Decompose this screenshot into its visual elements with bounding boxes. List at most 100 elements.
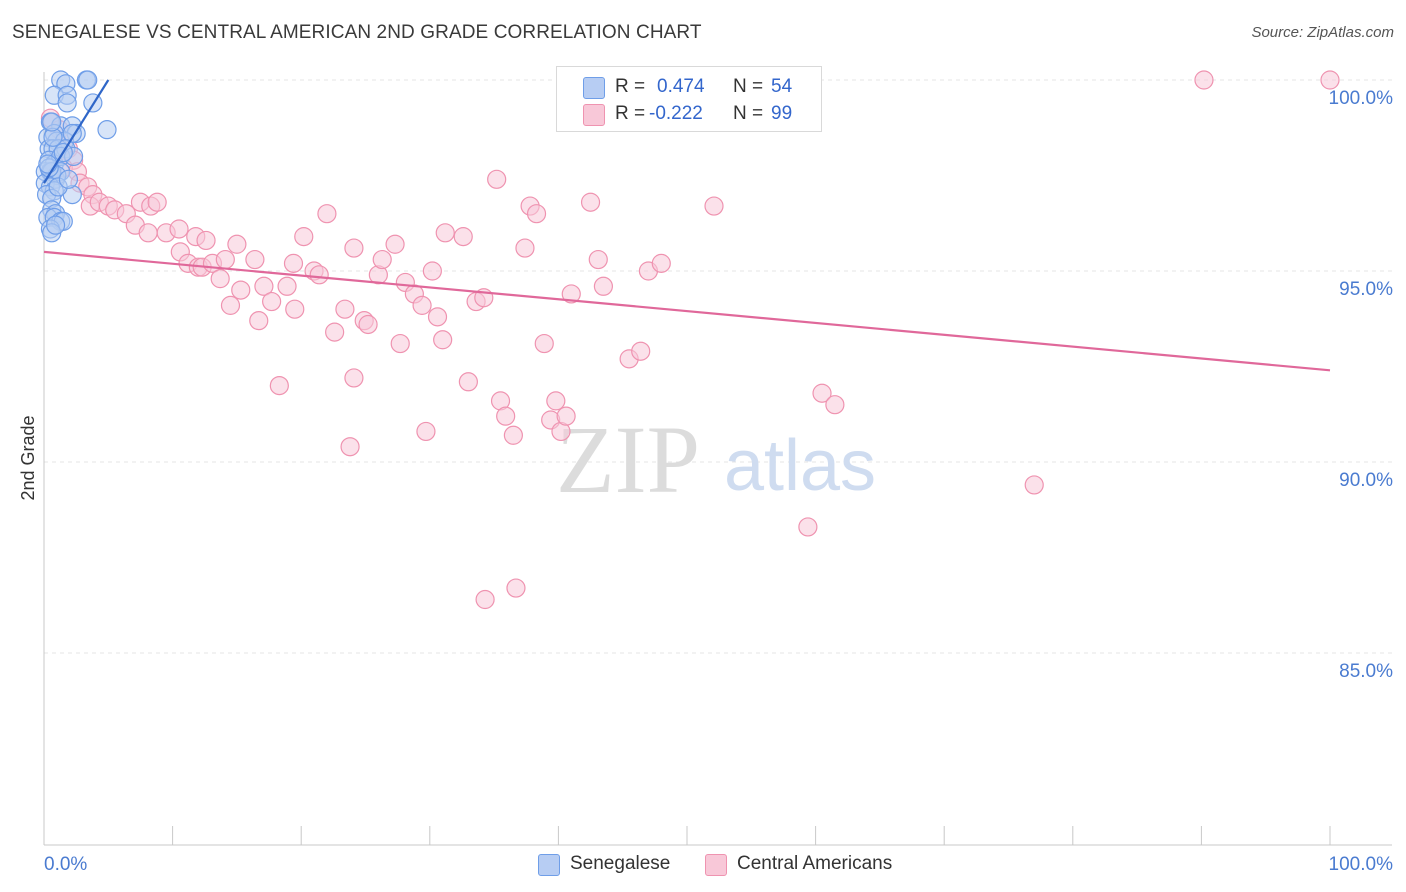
- bottom-legend-label: Senegalese: [570, 853, 671, 874]
- central-americans-point: [335, 299, 355, 319]
- central-americans-point: [262, 291, 282, 312]
- legend-swatch-pink: [583, 104, 605, 126]
- central-americans-point: [593, 276, 614, 296]
- legend-r-value: 0.474: [657, 76, 705, 97]
- central-americans-point: [631, 341, 651, 361]
- central-americans-point: [390, 333, 410, 354]
- senegalese-point: [97, 120, 117, 140]
- y-tick-label: 85.0%: [1339, 661, 1393, 682]
- legend-n-value: 99: [771, 103, 793, 124]
- central-americans-point: [340, 437, 360, 457]
- central-americans-point: [254, 276, 274, 296]
- axes: [43, 72, 1392, 846]
- central-americans-point: [515, 238, 535, 258]
- stats-legend: R = 0.474 N = 54 R = -0.222 N = 99: [556, 66, 822, 132]
- central-americans-point: [317, 204, 337, 224]
- bottom-legend-label: Central Americans: [737, 853, 893, 874]
- central-americans-point: [220, 295, 241, 315]
- bottom-legend-swatch-blue: [538, 854, 560, 876]
- central-americans-point: [561, 284, 581, 304]
- central-americans-point: [138, 223, 158, 243]
- central-americans-point: [798, 517, 818, 537]
- senegalese-point: [57, 93, 77, 113]
- central-americans-point: [283, 253, 304, 273]
- y-tick-label: 100.0%: [1329, 88, 1394, 109]
- central-americans-point: [825, 395, 845, 415]
- central-americans-point: [227, 234, 247, 254]
- central-americans-point: [294, 227, 314, 247]
- senegalese-point: [78, 70, 98, 90]
- legend-n-label: N =: [733, 76, 764, 97]
- central-americans-point: [412, 295, 432, 315]
- central-americans-point: [458, 372, 478, 392]
- central-americans-point: [556, 406, 576, 426]
- central-americans-point: [372, 249, 392, 270]
- senegalese-points: [35, 70, 117, 243]
- watermark-zip: ZIP: [556, 406, 700, 513]
- senegalese-point: [42, 112, 62, 132]
- y-tick-label: 90.0%: [1339, 470, 1393, 491]
- x-tick-label-max: 100.0%: [1329, 854, 1394, 875]
- central-americans-point: [231, 280, 251, 300]
- central-americans-point: [210, 269, 230, 289]
- senegalese-point: [45, 215, 66, 235]
- grid-lines: [44, 79, 1392, 654]
- legend-row-senegalese: R = 0.474 N = 54: [557, 72, 821, 102]
- central-americans-point: [453, 227, 473, 247]
- legend-r-label: R =: [615, 76, 646, 97]
- central-americans-point: [147, 192, 167, 212]
- central-americans-point: [580, 192, 601, 212]
- central-americans-point: [344, 368, 364, 388]
- central-americans-point: [309, 265, 329, 285]
- central-americans-point: [196, 230, 216, 251]
- central-americans-point: [475, 589, 495, 610]
- legend-r-label: R =: [615, 103, 646, 124]
- central-americans-point: [1194, 70, 1214, 90]
- chart-title: SENEGALESE VS CENTRAL AMERICAN 2ND GRADE…: [12, 22, 702, 43]
- central-americans-point: [1024, 475, 1044, 495]
- central-americans-point: [496, 406, 516, 426]
- senegalese-trend-line: [43, 79, 110, 184]
- legend-n-value: 54: [771, 76, 793, 97]
- central-americans-point: [422, 261, 442, 281]
- source-label: Source: ZipAtlas.com: [1251, 24, 1394, 41]
- central-americans-point: [416, 421, 436, 442]
- central-americans-point: [487, 169, 507, 189]
- central-americans-point: [503, 425, 523, 445]
- x-tick-label-min: 0.0%: [44, 854, 87, 875]
- central-americans-point: [215, 249, 235, 270]
- central-americans-point: [344, 238, 364, 258]
- central-americans-point: [427, 307, 448, 327]
- central-americans-point: [245, 249, 265, 270]
- watermark: ZIP atlas: [556, 406, 876, 513]
- central-americans-points: [40, 70, 1340, 610]
- y-axis-label: 2nd Grade: [18, 415, 38, 500]
- central-americans-point: [1320, 70, 1340, 90]
- central-americans-point: [546, 391, 566, 411]
- senegalese-point: [38, 154, 58, 174]
- central-americans-point: [812, 383, 832, 403]
- legend-swatch-blue: [583, 77, 605, 99]
- central-americans-point: [588, 249, 608, 270]
- legend-n-label: N =: [733, 103, 764, 124]
- central-americans-point: [526, 204, 547, 224]
- legend-row-central-americans: R = -0.222 N = 99: [557, 99, 821, 129]
- y-tick-label: 95.0%: [1339, 279, 1393, 300]
- senegalese-point: [58, 169, 79, 189]
- central-americans-point: [249, 311, 269, 331]
- bottom-legend-swatch-pink: [705, 854, 727, 876]
- central-americans-point: [325, 322, 345, 342]
- central-americans-trend-line: [43, 250, 1331, 372]
- watermark-atlas: atlas: [724, 426, 876, 506]
- central-americans-point: [651, 253, 671, 273]
- x-ticks: [43, 826, 1331, 845]
- central-americans-point: [169, 219, 189, 239]
- central-americans-point: [704, 196, 724, 216]
- central-americans-point: [435, 223, 455, 243]
- central-americans-point: [285, 299, 305, 319]
- y-tick-labels: 85.0% 90.0% 95.0% 100.0%: [1329, 88, 1394, 682]
- central-americans-point: [534, 333, 554, 354]
- trend-lines: [43, 79, 1331, 372]
- legend-r-value: -0.222: [649, 103, 703, 124]
